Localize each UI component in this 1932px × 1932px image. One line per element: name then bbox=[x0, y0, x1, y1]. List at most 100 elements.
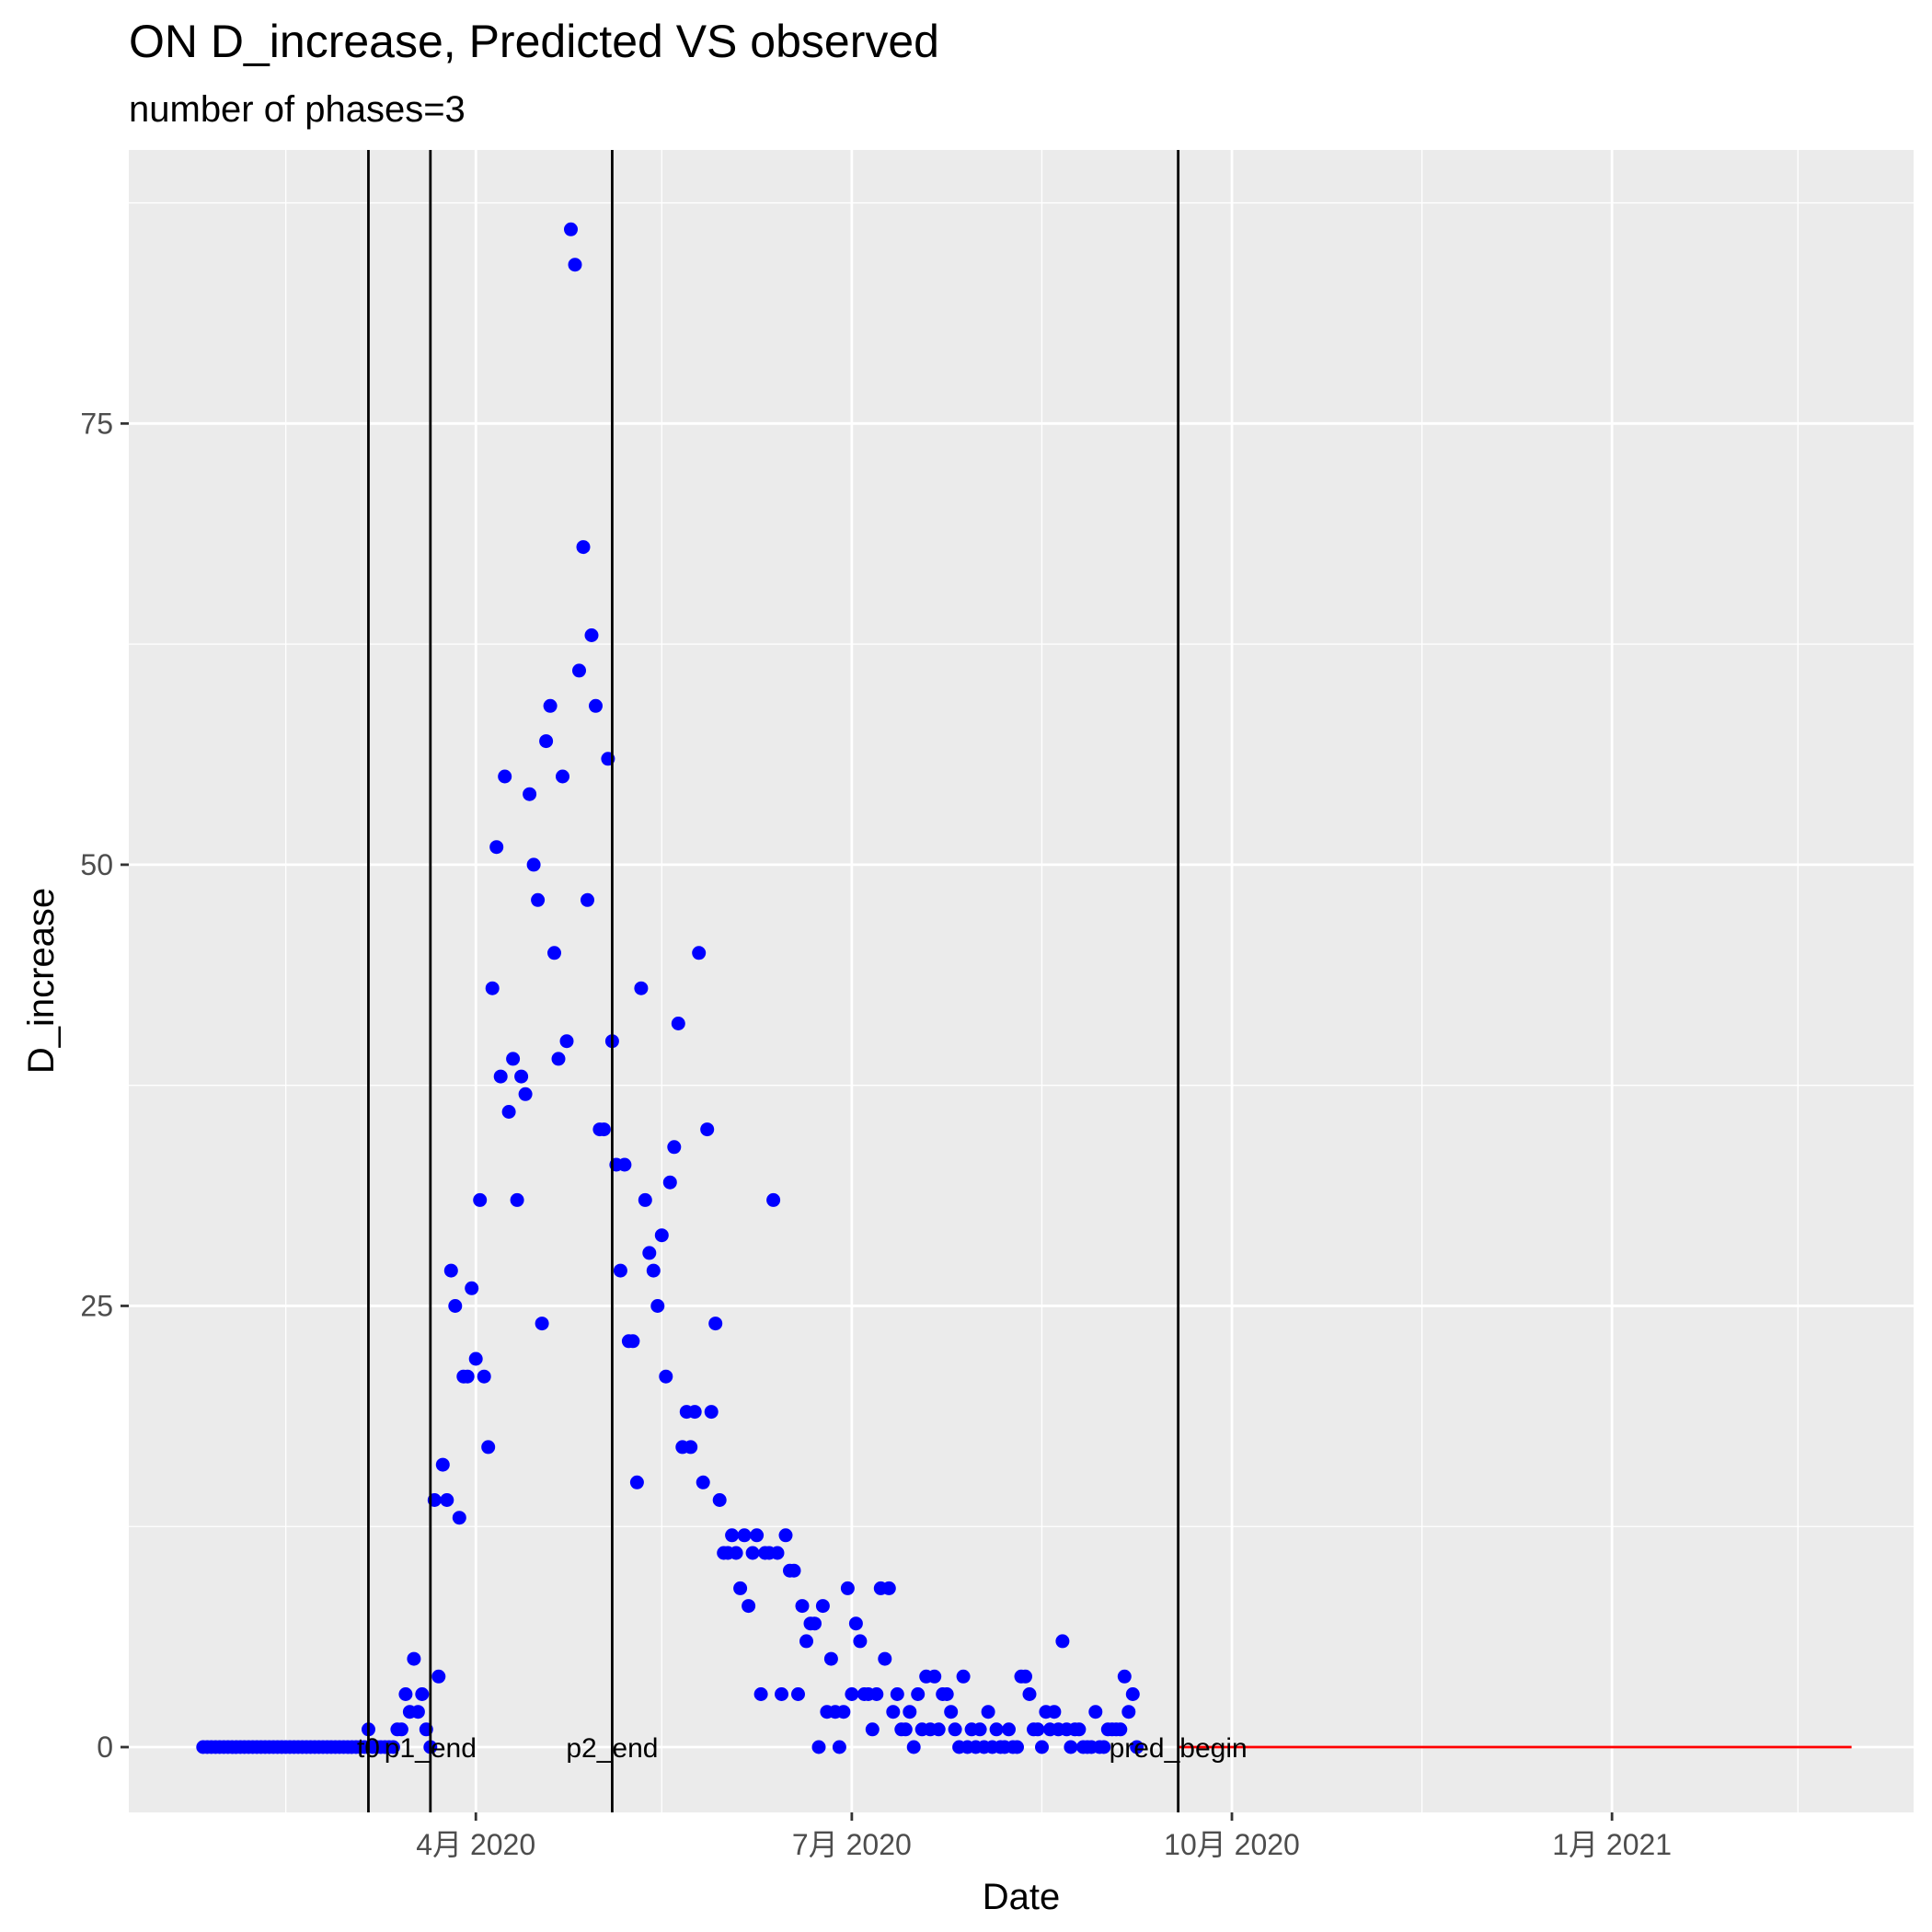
data-point bbox=[650, 1299, 665, 1313]
data-point bbox=[948, 1722, 962, 1737]
y-tick-label: 75 bbox=[80, 407, 113, 440]
data-point bbox=[725, 1528, 740, 1543]
data-point bbox=[398, 1687, 413, 1701]
data-point bbox=[750, 1528, 765, 1543]
x-tick-label: 10月 2020 bbox=[1164, 1828, 1300, 1861]
data-point bbox=[642, 1246, 657, 1260]
data-point bbox=[753, 1687, 768, 1701]
y-axis-title: D_increase bbox=[21, 888, 62, 1074]
data-point bbox=[1002, 1722, 1016, 1737]
data-point bbox=[547, 946, 561, 960]
data-point bbox=[671, 1017, 685, 1030]
data-point bbox=[775, 1687, 788, 1701]
x-tick-label: 7月 2020 bbox=[792, 1828, 912, 1861]
data-point bbox=[654, 1228, 669, 1243]
data-point bbox=[848, 1616, 863, 1631]
data-point bbox=[443, 1263, 458, 1278]
data-point bbox=[931, 1722, 946, 1737]
data-point bbox=[551, 1052, 566, 1066]
data-point bbox=[564, 222, 578, 236]
data-point bbox=[811, 1740, 826, 1754]
data-point bbox=[1113, 1722, 1128, 1737]
data-point bbox=[684, 1440, 698, 1455]
data-point bbox=[1055, 1634, 1070, 1649]
data-point bbox=[766, 1192, 781, 1207]
y-tick-label: 25 bbox=[80, 1289, 113, 1322]
data-point bbox=[911, 1687, 926, 1701]
data-point bbox=[535, 1317, 549, 1331]
data-point bbox=[410, 1705, 425, 1719]
data-point bbox=[559, 1034, 574, 1049]
phase-line-label: pred_begin bbox=[1110, 1733, 1248, 1764]
data-point bbox=[696, 1475, 710, 1489]
data-point bbox=[1022, 1687, 1037, 1701]
data-point bbox=[787, 1563, 801, 1578]
data-point bbox=[465, 1281, 479, 1295]
data-point bbox=[1121, 1705, 1136, 1719]
data-point bbox=[878, 1651, 892, 1666]
data-point bbox=[431, 1669, 446, 1684]
phase-line-label: p1_end bbox=[385, 1733, 477, 1764]
data-point bbox=[745, 1546, 760, 1560]
data-point bbox=[890, 1687, 904, 1701]
data-point bbox=[481, 1440, 496, 1455]
data-point bbox=[489, 840, 504, 855]
x-tick-label: 1月 2021 bbox=[1552, 1828, 1672, 1861]
data-point bbox=[687, 1405, 702, 1420]
minor-gridlines bbox=[129, 150, 1914, 1812]
data-point bbox=[989, 1722, 1004, 1737]
data-point bbox=[634, 981, 649, 995]
data-point bbox=[836, 1705, 851, 1719]
data-point bbox=[906, 1740, 921, 1754]
data-point bbox=[1072, 1722, 1087, 1737]
data-point bbox=[956, 1669, 971, 1684]
data-point bbox=[394, 1722, 408, 1737]
data-point bbox=[1088, 1705, 1103, 1719]
data-point bbox=[1125, 1687, 1140, 1701]
data-point bbox=[568, 258, 582, 272]
data-point bbox=[526, 857, 541, 872]
plot-panel bbox=[129, 150, 1914, 1812]
data-point bbox=[514, 1069, 529, 1084]
phase-line-label: p2_end bbox=[566, 1733, 658, 1764]
data-point bbox=[501, 1105, 516, 1119]
data-point bbox=[944, 1705, 959, 1719]
data-point bbox=[572, 663, 586, 678]
data-point bbox=[1064, 1740, 1078, 1754]
data-point bbox=[638, 1192, 652, 1207]
data-point bbox=[485, 981, 500, 995]
chart-subtitle: number of phases=3 bbox=[129, 89, 466, 130]
data-point bbox=[700, 1122, 715, 1137]
data-point bbox=[415, 1687, 430, 1701]
data-point bbox=[808, 1616, 822, 1631]
data-point bbox=[939, 1687, 954, 1701]
data-point bbox=[865, 1722, 880, 1737]
data-point bbox=[712, 1493, 727, 1507]
data-point bbox=[1097, 1740, 1111, 1754]
data-point bbox=[452, 1511, 466, 1525]
observed-series bbox=[196, 222, 1144, 1754]
data-point bbox=[840, 1581, 855, 1595]
data-point bbox=[832, 1740, 846, 1754]
data-point bbox=[518, 1087, 533, 1101]
chart-title: ON D_increase, Predicted VS observed bbox=[129, 16, 939, 67]
data-point bbox=[729, 1546, 743, 1560]
data-point bbox=[584, 628, 599, 642]
data-point bbox=[886, 1705, 901, 1719]
data-point bbox=[927, 1669, 942, 1684]
data-point bbox=[581, 892, 594, 907]
data-point bbox=[460, 1369, 475, 1384]
data-point bbox=[556, 769, 569, 784]
data-point bbox=[613, 1263, 627, 1278]
y-tick-label: 0 bbox=[97, 1731, 113, 1764]
y-tick-label: 50 bbox=[80, 848, 113, 881]
data-point bbox=[662, 1175, 677, 1190]
data-point bbox=[385, 1740, 400, 1754]
data-point bbox=[435, 1457, 450, 1472]
data-point bbox=[1117, 1669, 1132, 1684]
data-point bbox=[795, 1599, 810, 1614]
data-point bbox=[498, 769, 512, 784]
data-point bbox=[543, 698, 558, 713]
data-point bbox=[440, 1493, 454, 1507]
